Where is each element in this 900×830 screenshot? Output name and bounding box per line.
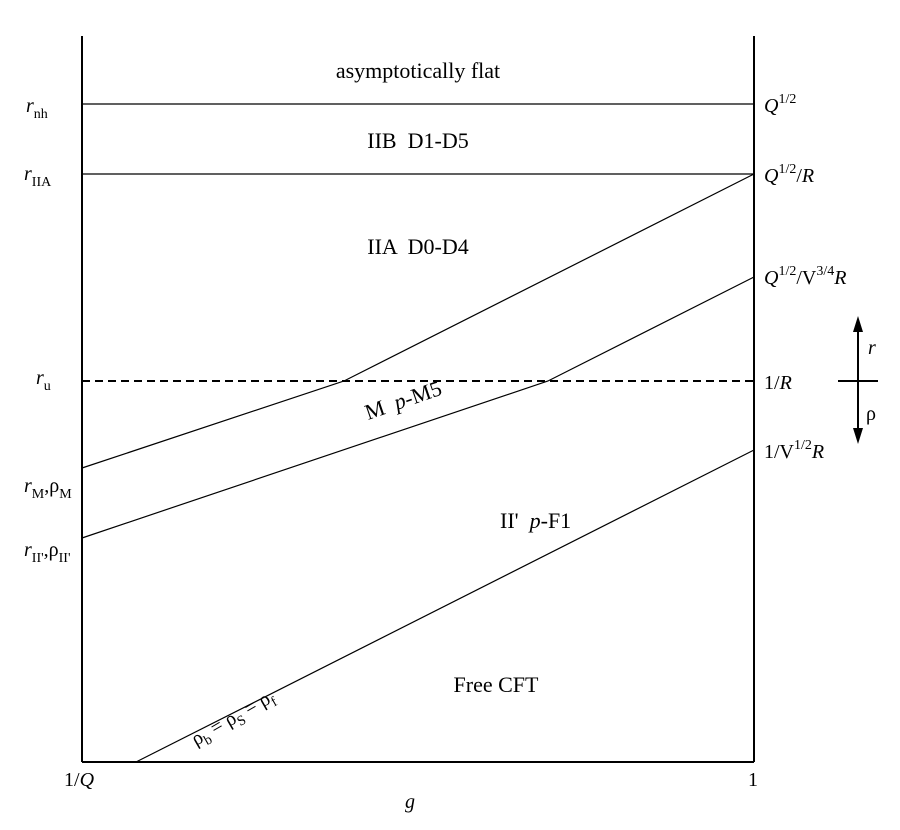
region-ii-f1: -F1 <box>541 508 572 533</box>
q12-over-v34r-label: Q1/2/V3/4R <box>764 264 846 289</box>
rm-rhom-label: rM,ρM <box>24 475 72 502</box>
arrow-up-head <box>853 316 863 332</box>
region-ii-p-f1: II' p-F1 <box>500 508 571 533</box>
q12-label: Q1/2 <box>764 92 796 117</box>
arrow-down-head <box>853 428 863 444</box>
q12-over-r-label: Q1/2/R <box>764 162 814 187</box>
rm-transition-line <box>81 173 755 469</box>
rho-equality-label: ρb = ρS = ρf <box>188 685 281 754</box>
arrow-down-label: ρ <box>866 403 876 425</box>
one-over-r-label: 1/R <box>764 372 792 394</box>
one-over-v12r-label: 1/V1/2R <box>764 438 824 463</box>
region-free-cft: Free CFT <box>454 672 540 697</box>
free-cft-boundary-line <box>135 449 755 763</box>
region-asymptotically-flat: asymptotically flat <box>336 58 500 83</box>
region-ii-p: p <box>528 508 541 533</box>
rii-rhoii-label: rII',ρII' <box>24 539 71 566</box>
arrow-up-label: r <box>868 337 876 359</box>
region-ii-label: II' <box>500 508 530 533</box>
ru-label: ru <box>36 367 51 394</box>
region-iia-d0-d4: IIA D0-D4 <box>367 234 468 259</box>
x-left-label: 1/Q <box>64 769 95 791</box>
x-axis-label: g <box>405 791 415 813</box>
rnh-label: rnh <box>26 95 48 122</box>
rii-transition-line <box>81 276 755 539</box>
riia-label: rIIA <box>24 163 52 190</box>
x-right-label: 1 <box>748 769 758 791</box>
region-iib-d1-d5: IIB D1-D5 <box>367 128 468 153</box>
region-m-p-m5: M p-M5 <box>361 375 444 425</box>
